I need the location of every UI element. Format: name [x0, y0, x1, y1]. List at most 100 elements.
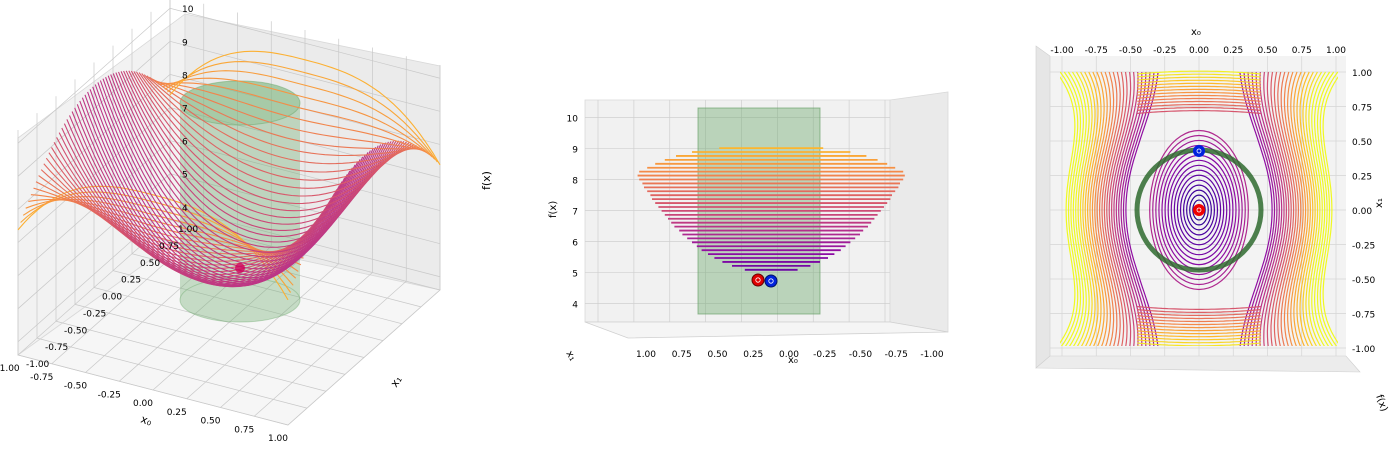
contour-line [1299, 71, 1314, 346]
right-pane [889, 91, 949, 333]
z-tick-label: 6 [182, 138, 188, 148]
contour-line [1137, 327, 1261, 332]
contour-line [1270, 71, 1292, 346]
panel-3d-perspective: -1.00 -0.75 -0.50 -0.25 0.00 0.25 0.50 0.75 1.00… [0, 0, 493, 444]
contour-line [1137, 312, 1261, 316]
contour-line [1137, 94, 1261, 99]
contour-line [1115, 72, 1143, 346]
x0-tick-label: -0.25 [1153, 46, 1176, 56]
contour-line [117, 71, 389, 243]
x1-tick-label: -0.75 [45, 343, 68, 353]
grid-line [17, 74, 441, 210]
x1-tick-label: -0.50 [64, 326, 88, 336]
contour-line [1170, 164, 1228, 256]
x1-tick-label: 0.75 [1352, 104, 1372, 114]
contour-line [1086, 71, 1102, 346]
x0-tick-label: 0.25 [167, 408, 187, 418]
start-point-marker [751, 273, 765, 287]
contour-line [146, 75, 418, 165]
contour-line [1079, 71, 1093, 346]
grid-line [220, 272, 373, 408]
optimum-point-inner [1196, 148, 1202, 154]
grid-line [17, 173, 441, 309]
x1-tick-label: 0.25 [1352, 173, 1372, 183]
contour-line [1137, 91, 1261, 96]
contour-line [40, 169, 312, 259]
contour-line [1311, 71, 1327, 346]
contour-line [1313, 71, 1331, 346]
x0-tick-label: -0.75 [30, 373, 53, 383]
contour-line [1113, 71, 1139, 346]
panel-3d-side: 1.00 0.75 0.50 0.25 0.00 -0.25 -0.50 -0.75 -1.00… [548, 91, 949, 366]
contour-surface [17, 50, 441, 301]
contour-line [120, 71, 392, 237]
x0-tick-label: 1.00 [636, 350, 656, 360]
z-tick-labels: 4 5 6 7 8 9 10 [567, 114, 579, 310]
contour-line [1239, 71, 1273, 346]
contour-line [1137, 336, 1261, 341]
contour-line [1316, 71, 1335, 346]
contour-line [1137, 333, 1261, 338]
contour-line [1302, 71, 1316, 346]
contour-line [1305, 71, 1319, 346]
contour-line [133, 71, 405, 205]
contour-line [1084, 71, 1099, 346]
contour-line [43, 163, 315, 262]
z-tick-label: 10 [567, 114, 579, 124]
contour-line [169, 50, 441, 166]
contour-line [1137, 318, 1261, 323]
x0-tick-labels: -1.00 -0.75 -0.50 -0.25 0.00 0.25 0.50 0.75 1.00 [0, 364, 288, 444]
x1-tick-label: 0.75 [159, 242, 179, 252]
z-tick-label: 8 [182, 71, 188, 81]
z-tick-label: 7 [182, 105, 188, 115]
contour-line [1308, 71, 1323, 346]
contour-line [1283, 71, 1302, 346]
x1-tick-label: -0.75 [1352, 311, 1375, 321]
contour-line [1137, 109, 1261, 114]
x0-axis-label: x₀ [1191, 27, 1201, 38]
contour-line [1189, 194, 1209, 226]
contour-line [164, 70, 436, 160]
contour-line [162, 77, 433, 158]
contour-line [1173, 169, 1225, 251]
contour-line [157, 82, 428, 154]
contour-line [1082, 71, 1096, 346]
x0-tick-label: 0.00 [779, 350, 799, 360]
x0-tick-label: 0.75 [1292, 46, 1312, 56]
contour-line [45, 157, 317, 266]
contour-line [1167, 159, 1231, 261]
x1-tick-label: 0.50 [140, 259, 160, 269]
x0-tick-label: -0.75 [885, 350, 908, 360]
start-point-marker [1193, 204, 1205, 216]
contour-line [1120, 71, 1151, 346]
contour-line [149, 76, 420, 157]
contour-line [1091, 71, 1108, 346]
contour-line [1098, 71, 1118, 346]
x0-tick-label: 0.50 [707, 350, 727, 360]
contour-line [1255, 72, 1283, 346]
z-tick-labels: 4 5 6 7 8 9 10 [182, 5, 194, 214]
contour-line [1152, 134, 1246, 286]
floor-pane [584, 321, 949, 339]
x0-tick-label: 0.25 [743, 350, 763, 360]
x0-tick-labels: -1.00 -0.75 -0.50 -0.25 0.00 0.25 0.50 0.75 1.00 [1050, 46, 1346, 56]
x1-tick-label: -1.00 [26, 360, 50, 370]
contour-line [1137, 88, 1261, 93]
contour-line [1137, 306, 1261, 310]
contour-line [159, 82, 431, 156]
x0-tick-label: -0.50 [64, 382, 88, 392]
contour-line [1243, 71, 1276, 346]
x0-axis-label: x₀ [139, 413, 154, 429]
x0-tick-label: -0.25 [98, 390, 121, 400]
contour-line [1277, 71, 1297, 346]
contour-line [123, 70, 395, 231]
contour-line [1110, 71, 1135, 346]
contour-line [79, 100, 351, 287]
z-tick-label: 9 [572, 145, 578, 155]
contour-line [1094, 71, 1112, 346]
x1-tick-label: 0.00 [1352, 207, 1372, 217]
contour-line [1179, 179, 1219, 241]
grid-line [254, 280, 407, 417]
contour-line [115, 72, 387, 248]
z-axis-label: f(x) [1373, 393, 1389, 413]
